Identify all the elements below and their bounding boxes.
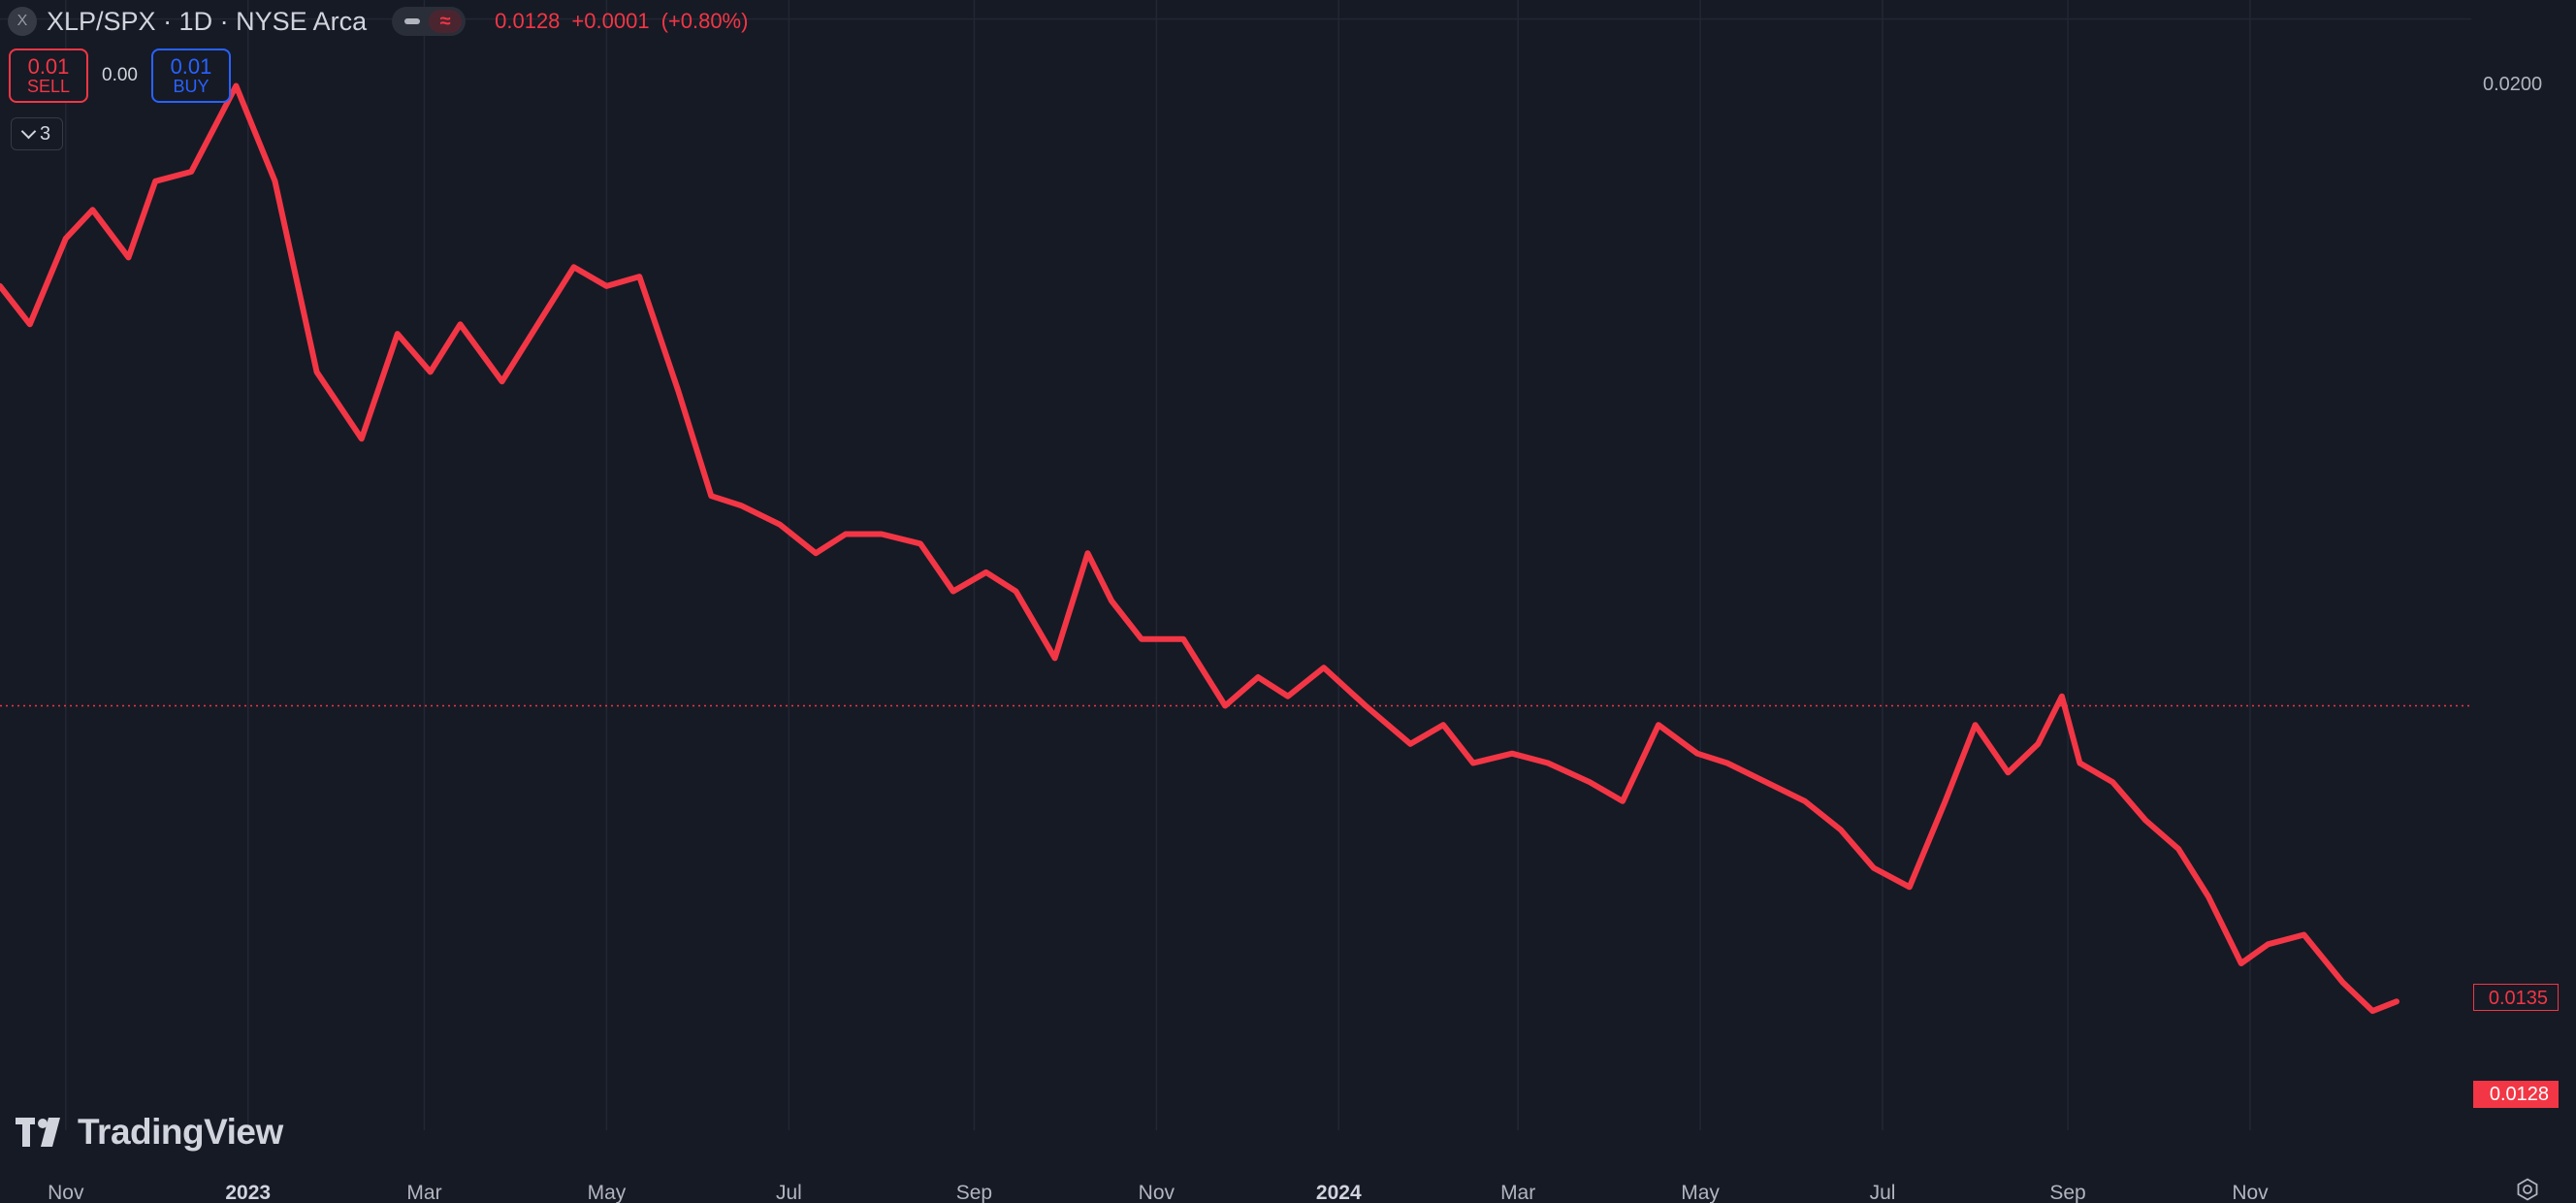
x-tick-label: Nov — [1139, 1182, 1175, 1203]
tradingview-logo-icon — [16, 1118, 60, 1147]
indicators-collapse-button[interactable]: 3 — [11, 117, 63, 150]
x-tick-label: 2023 — [225, 1182, 271, 1203]
indicators-count: 3 — [39, 122, 51, 145]
hide-legend-icon[interactable] — [396, 10, 429, 33]
x-tick-label: Sep — [2049, 1182, 2085, 1203]
wave-icon[interactable]: ≈ — [429, 10, 463, 33]
x-tick-label: Sep — [956, 1182, 992, 1203]
spread-value: 0.00 — [102, 65, 138, 85]
trade-buttons: 0.01 SELL 0.00 0.01 BUY — [9, 49, 231, 103]
prev-close-price-label: 0.0135 — [2473, 984, 2559, 1011]
tradingview-logo-text: TradingView — [78, 1112, 283, 1152]
x-tick-label: May — [588, 1182, 627, 1203]
x-tick-label: Jul — [1870, 1182, 1896, 1203]
legend-last-value: 0.0128 — [495, 9, 561, 33]
sell-price: 0.01 — [27, 54, 70, 79]
buy-label: BUY — [173, 77, 209, 97]
tradingview-logo[interactable]: TradingView — [16, 1112, 283, 1153]
symbol-title[interactable]: XLP/SPX · 1D · NYSE Arca — [47, 6, 368, 36]
price-scale-tick: 0.0200 — [2483, 74, 2543, 95]
symbol-logo-icon[interactable]: X — [8, 7, 37, 36]
chevron-down-icon — [20, 123, 37, 139]
symbol-legend: X XLP/SPX · 1D · NYSE Arca ≈ 0.0128 +0.0… — [8, 4, 759, 39]
legend-toggle-group: ≈ — [392, 7, 467, 36]
x-tick-label: 2024 — [1316, 1182, 1362, 1203]
x-tick-label: Mar — [1500, 1182, 1535, 1203]
price-line-series[interactable] — [0, 82, 2399, 1015]
settings-gear-icon[interactable] — [2516, 1178, 2539, 1201]
x-tick-label: Nov — [48, 1182, 84, 1203]
sell-label: SELL — [26, 77, 71, 97]
last-price-label: 0.0128 — [2473, 1081, 2559, 1108]
x-tick-label: Jul — [776, 1182, 802, 1203]
x-tick-label: May — [1681, 1182, 1720, 1203]
buy-price: 0.01 — [170, 54, 212, 79]
legend-change: +0.0001 — [571, 9, 650, 33]
sell-button[interactable]: 0.01 SELL — [9, 49, 88, 103]
buy-button[interactable]: 0.01 BUY — [150, 49, 231, 103]
legend-change-percent: (+0.80%) — [660, 9, 749, 33]
x-tick-label: Mar — [406, 1182, 441, 1203]
x-tick-label: Nov — [2232, 1182, 2269, 1203]
